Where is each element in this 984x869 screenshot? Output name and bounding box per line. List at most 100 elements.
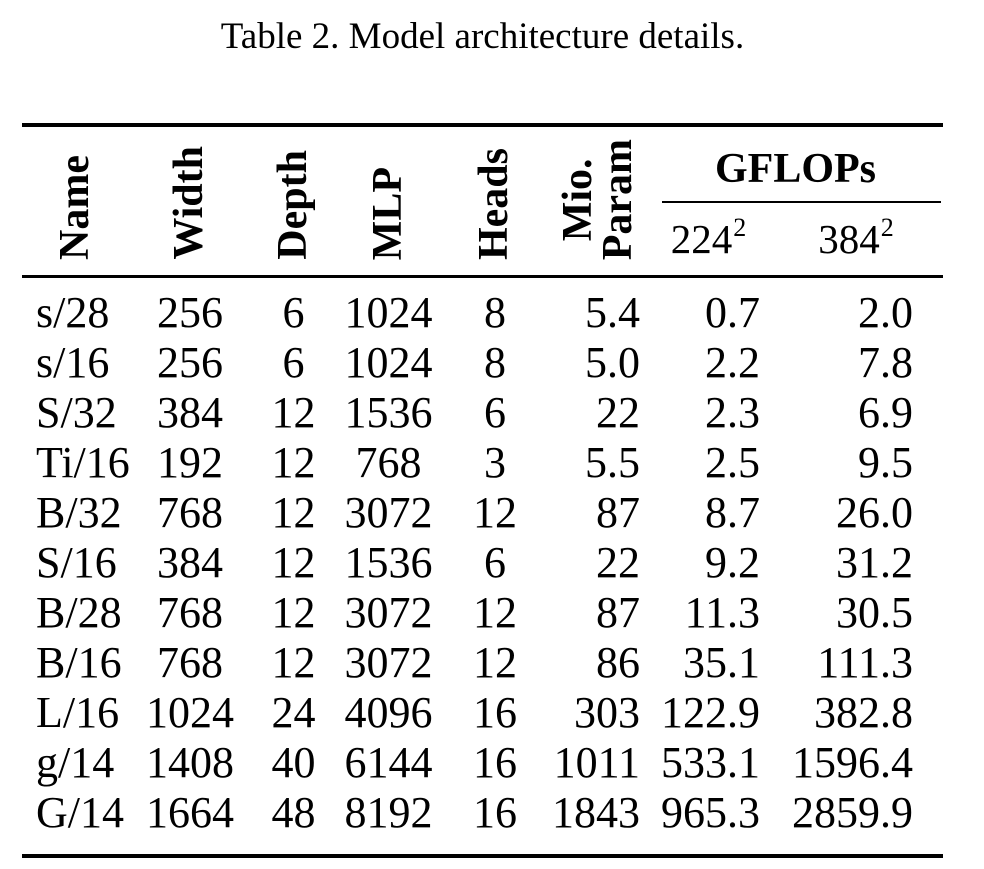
cell-gflops-224: 965.3 [661,788,760,837]
cell-heads: 3 [484,438,506,487]
table-row: S/32 384 12 1536 6 22 2.3 6.9 [22,388,943,438]
cell-heads: 6 [484,388,506,437]
header-row-top: Name Width Depth MLP Heads Mio. Param [22,125,943,278]
rotated-label: Mio. Param [555,138,641,260]
cell-heads: 8 [484,288,506,337]
cell-width: 384 [157,388,223,437]
rotated-label: Heads [471,148,517,260]
col-header-width: Width [130,125,250,278]
cell-width: 768 [157,638,223,687]
col-header-gflops-224: 2242 [648,203,768,279]
superscript-2: 2 [733,213,747,243]
superscript-2: 2 [880,213,894,243]
cell-name: S/16 [36,538,117,587]
cell-width: 768 [157,488,223,537]
cell-name: s/28 [36,288,110,337]
cell-gflops-224: 2.3 [705,388,760,437]
col-header-depth-label: Depth [269,150,316,260]
cell-depth: 12 [271,488,316,537]
cell-name: S/32 [36,388,117,437]
cell-depth: 12 [271,388,316,437]
cell-gflops-224: 35.1 [683,638,760,687]
cell-depth: 6 [282,338,305,387]
cell-gflops-384: 30.5 [836,588,914,637]
col-header-name: Name [22,125,130,278]
cell-gflops-224: 122.9 [661,688,760,737]
cell-depth: 48 [271,788,316,837]
col-header-name-label: Name [52,155,99,260]
cell-gflops-224: 11.3 [684,588,760,637]
cell-width: 384 [157,538,223,587]
table-row: s/16 256 6 1024 8 5.0 2.2 7.8 [22,338,943,388]
cell-mio-param: 1843 [552,788,640,837]
cell-gflops-224: 9.2 [705,538,760,587]
cell-depth: 40 [271,738,316,787]
col-header-mio-line2: Param [595,138,641,260]
table-caption: Table 2. Model architecture details. [220,16,745,57]
cell-mio-param: 303 [574,688,640,737]
cell-name: s/16 [36,338,110,387]
col-header-gflops: GFLOPs [648,125,943,204]
col-header-mio-param: Mio. Param [550,125,648,278]
cell-mio-param: 22 [596,538,640,587]
cell-width: 768 [157,588,223,637]
cell-mlp: 768 [355,438,422,487]
cell-gflops-384: 9.5 [858,438,914,487]
cell-gflops-224: 0.7 [705,288,760,337]
cell-mio-param: 86 [596,638,640,687]
cell-mlp: 6144 [344,738,433,787]
cell-mlp: 3072 [344,588,433,637]
cell-heads: 16 [473,738,517,787]
gflops-cmidrule [662,201,942,204]
cell-name: L/16 [36,688,120,737]
cell-mlp: 3072 [344,638,433,687]
cell-gflops-224: 2.5 [705,438,760,487]
cell-gflops-384: 2.0 [858,288,914,337]
cell-mlp: 1024 [344,288,433,337]
cell-mio-param: 1011 [553,738,640,787]
table-row: s/28 256 6 1024 8 5.4 0.7 2.0 [22,277,943,339]
cell-mio-param: 22 [596,388,640,437]
cell-gflops-384: 111.3 [817,638,914,687]
cell-gflops-384: 6.9 [858,388,914,437]
cell-name: G/14 [36,788,124,837]
rotated-label: MLP [364,166,411,260]
cell-mlp: 4096 [344,688,433,737]
header-row-sub: 2242 3842 [22,203,944,279]
rotated-label: Depth [269,150,316,260]
col-header-gflops-384: 3842 [768,203,944,279]
table-row: G/14 1664 48 8192 16 1843 965.3 2859.9 [22,788,943,856]
cell-name: Ti/16 [36,438,130,487]
col-header-depth: Depth [250,125,337,278]
cell-mlp: 8192 [344,788,433,837]
table-row: Ti/16 192 12 768 3 5.5 2.5 9.5 [22,438,943,488]
cell-mlp: 1536 [344,388,433,437]
col-header-mlp: MLP [337,125,440,278]
cell-gflops-384: 382.8 [814,688,914,737]
cell-heads: 6 [484,538,506,587]
cell-mio-param: 5.5 [585,438,640,487]
table-header: Name Width Depth MLP Heads Mio. Param [22,125,944,279]
cell-name: B/28 [36,588,122,637]
col-header-mlp-label: MLP [364,166,411,260]
architecture-table: Name Width Depth MLP Heads Mio. Param [22,123,944,858]
col-header-gflops-label: GFLOPs [715,146,877,193]
cell-gflops-224: 8.7 [705,488,760,537]
cell-mlp: 3072 [344,488,433,537]
cell-heads: 16 [473,788,517,837]
cell-depth: 12 [271,588,316,637]
col-header-heads: Heads [440,125,550,278]
cell-width: 192 [157,438,223,487]
rotated-label: Name [52,155,99,260]
cell-mio-param: 87 [596,588,640,637]
cell-mio-param: 87 [596,488,640,537]
table-row: B/16 768 12 3072 12 86 35.1 111.3 [22,638,943,688]
cell-gflops-384: 26.0 [836,488,914,537]
cell-heads: 12 [473,638,517,687]
cell-name: B/16 [36,638,122,687]
cell-gflops-224: 2.2 [705,338,760,387]
cell-heads: 8 [484,338,506,387]
cell-heads: 12 [473,588,517,637]
cell-depth: 6 [282,288,305,337]
cell-heads: 12 [473,488,517,537]
